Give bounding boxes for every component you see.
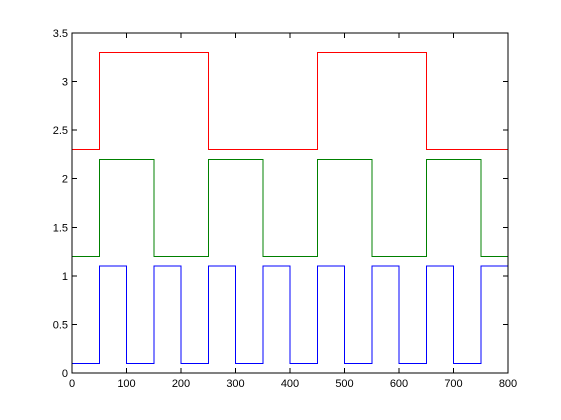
x-tick-label: 400 [281, 378, 299, 390]
x-tick-label: 500 [335, 378, 353, 390]
y-tick-label: 0 [62, 368, 68, 380]
x-tick-label: 200 [172, 378, 190, 390]
y-tick-label: 3 [62, 77, 68, 89]
y-tick-label: 2.5 [53, 125, 68, 137]
x-tick-label: 100 [117, 378, 135, 390]
series-layer [72, 51, 508, 364]
x-tick-label: 0 [69, 378, 75, 390]
x-tick-label: 600 [390, 378, 408, 390]
series-line-2 [72, 158, 508, 257]
x-tick-label: 700 [444, 378, 462, 390]
y-tick-label: 3.5 [53, 28, 68, 40]
series-line-1 [72, 51, 508, 151]
x-tick-label: 800 [499, 378, 517, 390]
series-line-3 [72, 265, 508, 364]
y-tick-label: 2 [62, 174, 68, 186]
plot-frame [71, 32, 509, 374]
y-tick-label: 1.5 [53, 222, 68, 234]
tick-layer: 0 100 200 300 400 500 600 700 800 0 0.5 1 1.5 2 2.5 3 3.… [53, 28, 517, 390]
y-tick-label: 1 [62, 271, 68, 283]
y-tick-label: 0.5 [53, 319, 68, 331]
x-tick-label: 300 [226, 378, 244, 390]
